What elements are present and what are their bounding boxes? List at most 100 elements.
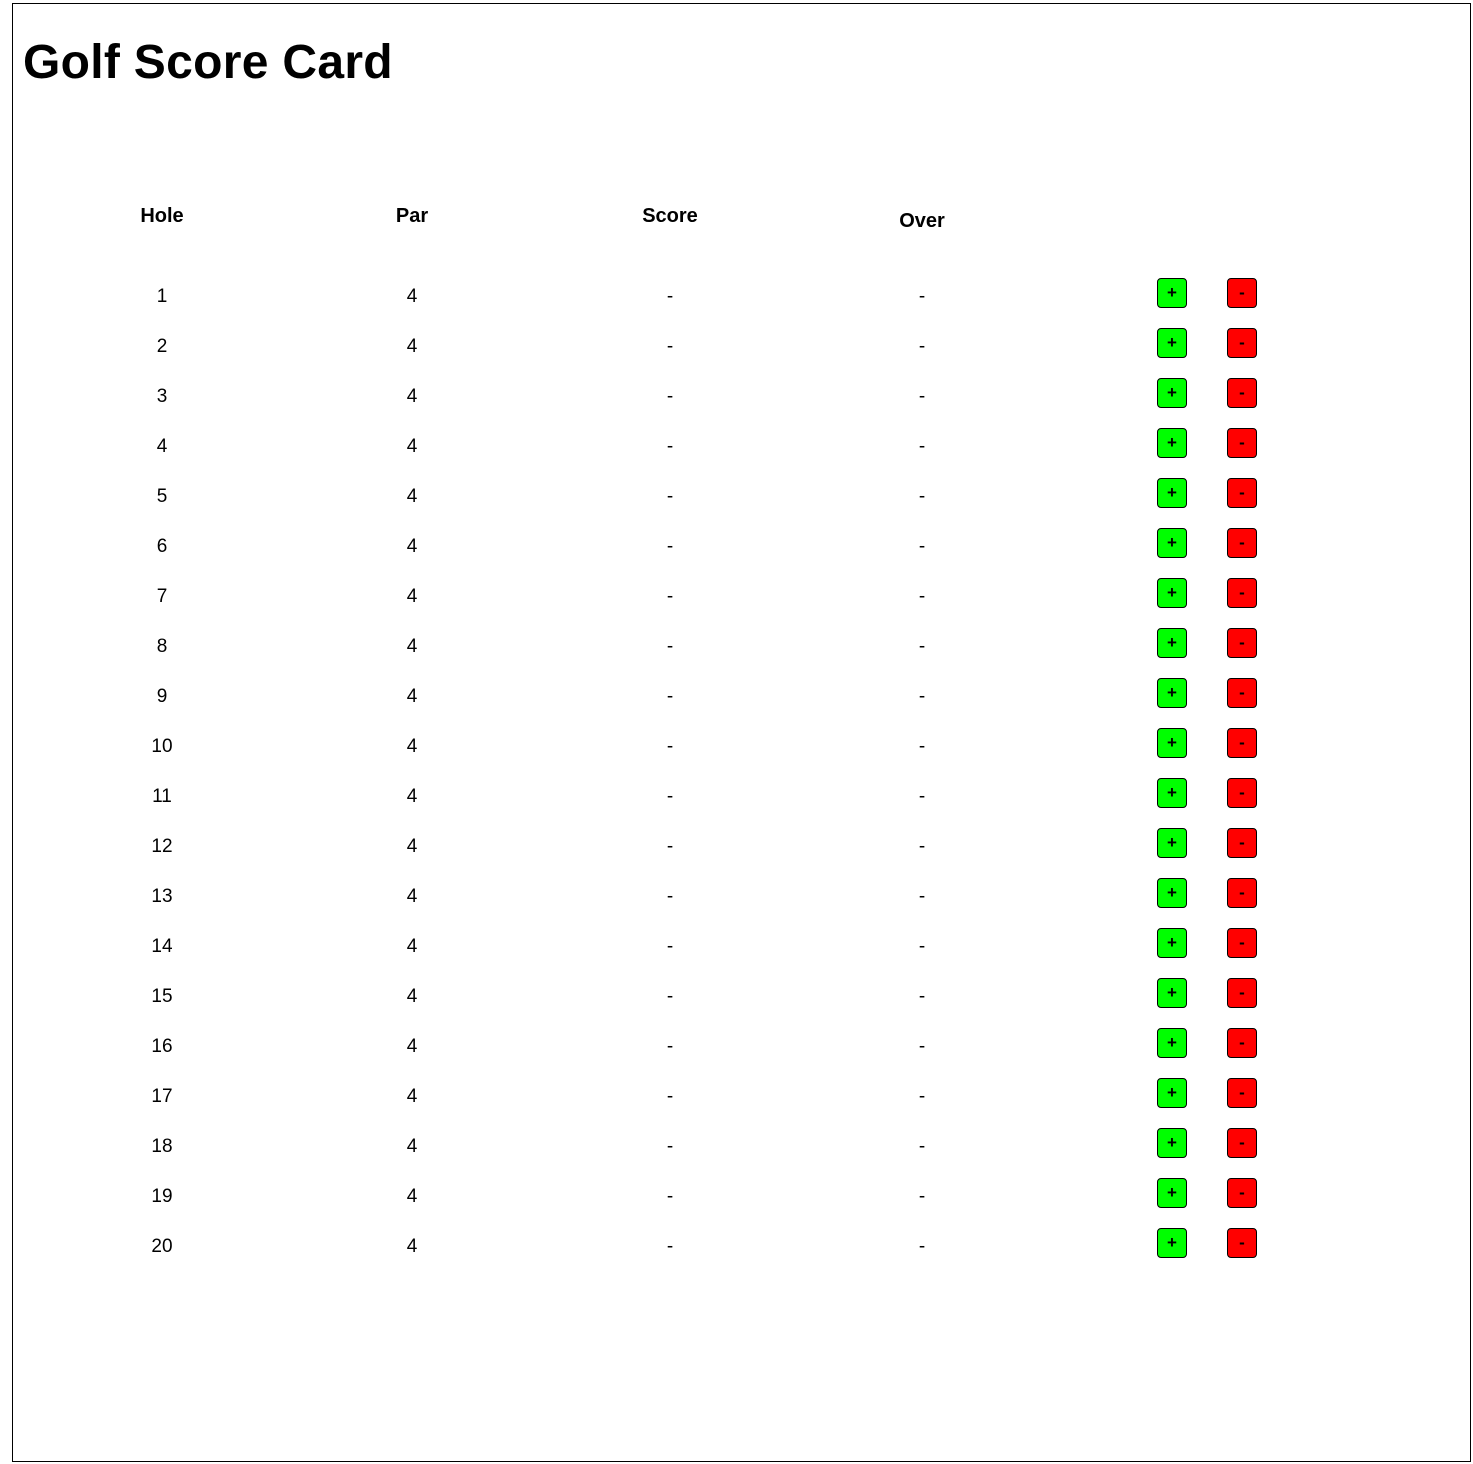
- par-cell: 4: [406, 336, 418, 357]
- hole-cell: 14: [151, 936, 173, 957]
- header-par: Par: [395, 205, 429, 227]
- decrement-score-button[interactable]: -: [1227, 878, 1257, 908]
- hole-cell: 13: [151, 886, 173, 907]
- decrement-score-button[interactable]: -: [1227, 328, 1257, 358]
- increment-score-button[interactable]: +: [1157, 1078, 1187, 1108]
- decrement-score-button[interactable]: -: [1227, 528, 1257, 558]
- increment-score-button[interactable]: +: [1157, 1228, 1187, 1258]
- over-cell: -: [918, 686, 926, 707]
- score-cell: -: [666, 1036, 674, 1057]
- hole-cell: 10: [151, 736, 173, 757]
- increment-score-button[interactable]: +: [1157, 1178, 1187, 1208]
- par-cell: 4: [406, 1036, 418, 1057]
- decrement-score-button[interactable]: -: [1227, 378, 1257, 408]
- par-cell: 4: [406, 736, 418, 757]
- increment-score-button[interactable]: +: [1157, 478, 1187, 508]
- increment-score-button[interactable]: +: [1157, 278, 1187, 308]
- hole-cell: 5: [156, 486, 168, 507]
- hole-cell: 20: [151, 1236, 173, 1257]
- over-cell: -: [918, 886, 926, 907]
- score-cell: -: [666, 1236, 674, 1257]
- decrement-score-button[interactable]: -: [1227, 478, 1257, 508]
- over-cell: -: [918, 1236, 926, 1257]
- decrement-score-button[interactable]: -: [1227, 828, 1257, 858]
- decrement-score-button[interactable]: -: [1227, 778, 1257, 808]
- hole-cell: 12: [151, 836, 173, 857]
- decrement-score-button[interactable]: -: [1227, 678, 1257, 708]
- decrement-score-button[interactable]: -: [1227, 1128, 1257, 1158]
- par-cell: 4: [406, 936, 418, 957]
- over-cell: -: [918, 736, 926, 757]
- par-cell: 4: [406, 486, 418, 507]
- increment-score-button[interactable]: +: [1157, 578, 1187, 608]
- page-title: Golf Score Card: [23, 36, 393, 89]
- score-cell: -: [666, 1136, 674, 1157]
- decrement-score-button[interactable]: -: [1227, 928, 1257, 958]
- hole-cell: 2: [156, 336, 168, 357]
- par-cell: 4: [406, 1136, 418, 1157]
- par-cell: 4: [406, 1086, 418, 1107]
- over-cell: -: [918, 436, 926, 457]
- decrement-score-button[interactable]: -: [1227, 728, 1257, 758]
- increment-score-button[interactable]: +: [1157, 878, 1187, 908]
- par-cell: 4: [406, 636, 418, 657]
- score-cell: -: [666, 736, 674, 757]
- increment-score-button[interactable]: +: [1157, 378, 1187, 408]
- increment-score-button[interactable]: +: [1157, 828, 1187, 858]
- over-cell: -: [918, 1136, 926, 1157]
- score-cell: -: [666, 686, 674, 707]
- increment-score-button[interactable]: +: [1157, 1128, 1187, 1158]
- increment-score-button[interactable]: +: [1157, 1028, 1187, 1058]
- hole-cell: 3: [156, 386, 168, 407]
- score-cell: -: [666, 1186, 674, 1207]
- par-cell: 4: [406, 836, 418, 857]
- score-cell: -: [666, 536, 674, 557]
- decrement-score-button[interactable]: -: [1227, 628, 1257, 658]
- over-cell: -: [918, 936, 926, 957]
- par-cell: 4: [406, 1186, 418, 1207]
- increment-score-button[interactable]: +: [1157, 778, 1187, 808]
- hole-cell: 18: [151, 1136, 173, 1157]
- decrement-score-button[interactable]: -: [1227, 578, 1257, 608]
- par-cell: 4: [406, 386, 418, 407]
- decrement-score-button[interactable]: -: [1227, 1228, 1257, 1258]
- over-cell: -: [918, 386, 926, 407]
- hole-cell: 19: [151, 1186, 173, 1207]
- score-cell: -: [666, 286, 674, 307]
- score-cell: -: [666, 886, 674, 907]
- score-cell: -: [666, 986, 674, 1007]
- par-cell: 4: [406, 436, 418, 457]
- hole-cell: 7: [156, 586, 168, 607]
- over-cell: -: [918, 586, 926, 607]
- decrement-score-button[interactable]: -: [1227, 1078, 1257, 1108]
- increment-score-button[interactable]: +: [1157, 528, 1187, 558]
- hole-cell: 11: [152, 786, 172, 807]
- increment-score-button[interactable]: +: [1157, 928, 1187, 958]
- increment-score-button[interactable]: +: [1157, 328, 1187, 358]
- increment-score-button[interactable]: +: [1157, 428, 1187, 458]
- increment-score-button[interactable]: +: [1157, 978, 1187, 1008]
- par-cell: 4: [406, 886, 418, 907]
- score-cell: -: [666, 636, 674, 657]
- decrement-score-button[interactable]: -: [1227, 278, 1257, 308]
- score-cell: -: [666, 586, 674, 607]
- score-cell: -: [666, 1086, 674, 1107]
- over-cell: -: [918, 336, 926, 357]
- decrement-score-button[interactable]: -: [1227, 428, 1257, 458]
- increment-score-button[interactable]: +: [1157, 628, 1187, 658]
- par-cell: 4: [406, 536, 418, 557]
- par-cell: 4: [406, 686, 418, 707]
- increment-score-button[interactable]: +: [1157, 678, 1187, 708]
- increment-score-button[interactable]: +: [1157, 728, 1187, 758]
- over-cell: -: [918, 636, 926, 657]
- decrement-score-button[interactable]: -: [1227, 978, 1257, 1008]
- score-cell: -: [666, 836, 674, 857]
- hole-cell: 8: [156, 636, 168, 657]
- header-hole: Hole: [140, 205, 184, 227]
- hole-cell: 16: [151, 1036, 173, 1057]
- decrement-score-button[interactable]: -: [1227, 1178, 1257, 1208]
- par-cell: 4: [406, 586, 418, 607]
- par-cell: 4: [406, 286, 418, 307]
- hole-cell: 6: [156, 536, 168, 557]
- decrement-score-button[interactable]: -: [1227, 1028, 1257, 1058]
